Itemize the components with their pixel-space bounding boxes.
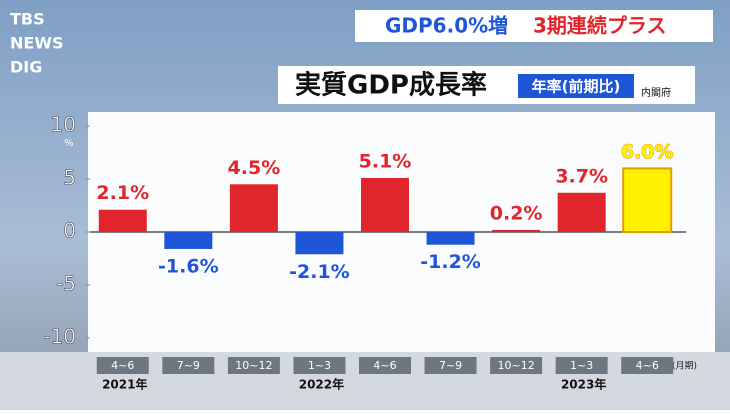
bar [164,232,213,249]
bar [361,177,409,232]
headline-left: GDP6.0%増 [385,14,508,38]
bar [229,184,278,232]
x-tick-label: 1~3 [570,359,593,372]
logo-line: NEWS [10,34,64,53]
y-tick-label: -5 [56,272,76,296]
x-tick-label: 1~3 [308,359,331,372]
x-tick-label: 4~6 [373,359,396,372]
category-box [490,357,543,374]
y-tick-label: 10 [51,113,76,137]
chart-title: 実質GDP成長率 [295,70,487,101]
logo: TBS NEWS DIG [10,10,64,77]
x-tick-label: 7~9 [177,359,200,372]
category-box [555,357,608,374]
category-box [227,357,280,374]
value-label: 2.1% [96,182,149,204]
y-tick-label: -10 [43,325,76,349]
category-box [293,357,346,374]
y-unit: % [64,138,74,149]
value-label: 5.1% [359,150,412,172]
value-label: 0.2% [490,202,543,224]
bar [492,229,541,232]
value-label: -1.2% [420,251,481,273]
x-tick-label: 7~9 [439,359,462,372]
value-label: 6.0% [621,141,674,163]
bar [98,209,147,232]
bar [426,232,475,245]
badge: 年率(前期比) [532,78,621,96]
category-box [424,357,477,374]
source: 内閣府 [641,86,671,99]
year-label: 2022年 [299,377,344,392]
x-tick-label: 4~6 [111,359,134,372]
bar [295,232,344,255]
logo-line: TBS [10,10,45,29]
logo-line: DIG [10,58,42,77]
category-box [162,357,215,374]
value-label: -2.1% [289,261,350,283]
x-tick-label: 4~6 [636,359,659,372]
headline-box [355,10,713,42]
x-tick-label: 10~12 [498,359,535,372]
year-label: 2021年 [102,377,147,392]
x-unit: (月期) [672,361,697,372]
value-label: -1.6% [158,255,219,277]
y-tick-label: 0 [63,219,76,243]
category-box [96,357,149,374]
bar [622,167,673,233]
y-tick-label: 5 [63,166,76,190]
category-box [359,357,411,374]
value-label: 4.5% [228,157,281,179]
headline-right: 3期連続プラス [533,14,667,38]
category-box [621,357,674,374]
value-label: 3.7% [555,165,608,187]
bar [557,192,606,232]
badge-box [518,74,634,98]
year-label: 2023年 [561,377,606,392]
x-tick-label: 10~12 [235,359,272,372]
